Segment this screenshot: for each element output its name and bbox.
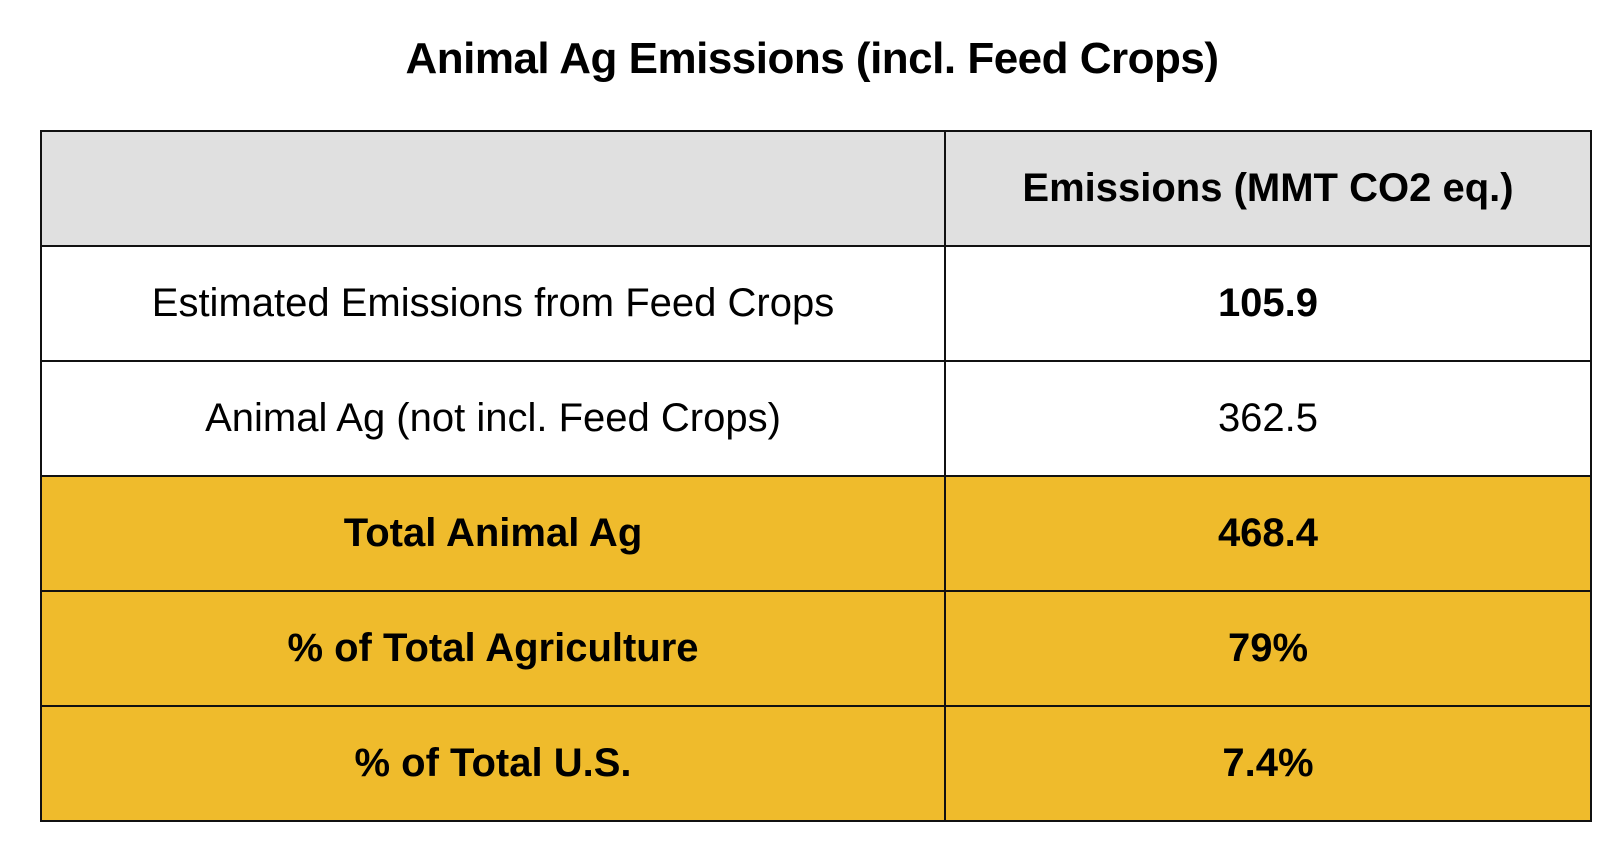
row-value: 362.5 <box>944 360 1592 477</box>
table-title: Animal Ag Emissions (incl. Feed Crops) <box>405 34 1219 83</box>
emissions-table: Emissions (MMT CO2 eq.) Estimated Emissi… <box>40 130 1592 822</box>
table-row-highlight: % of Total Agriculture 79% <box>40 590 1592 707</box>
row-label: Animal Ag (not incl. Feed Crops) <box>40 360 946 477</box>
row-label: Total Animal Ag <box>40 475 946 592</box>
table-row-highlight: Total Animal Ag 468.4 <box>40 475 1592 592</box>
header-cell-label <box>40 130 946 247</box>
row-value: 79% <box>944 590 1592 707</box>
row-value: 468.4 <box>944 475 1592 592</box>
table-row: Animal Ag (not incl. Feed Crops) 362.5 <box>40 360 1592 477</box>
row-label: Estimated Emissions from Feed Crops <box>40 245 946 362</box>
row-label: % of Total Agriculture <box>40 590 946 707</box>
table-row-highlight: % of Total U.S. 7.4% <box>40 705 1592 822</box>
row-value: 105.9 <box>944 245 1592 362</box>
table-row: Estimated Emissions from Feed Crops 105.… <box>40 245 1592 362</box>
row-label: % of Total U.S. <box>40 705 946 822</box>
table-header-row: Emissions (MMT CO2 eq.) <box>40 130 1592 247</box>
row-value: 7.4% <box>944 705 1592 822</box>
header-cell-emissions: Emissions (MMT CO2 eq.) <box>944 130 1592 247</box>
